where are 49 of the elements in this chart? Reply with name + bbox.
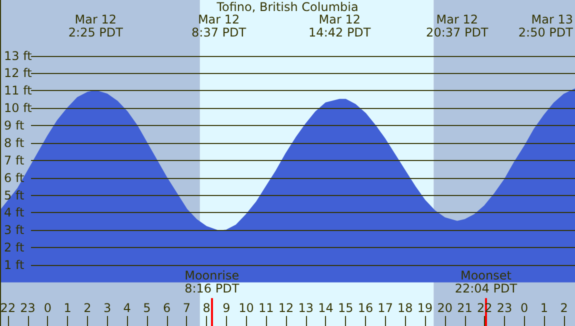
x-tick-label: 11 bbox=[258, 301, 274, 315]
y-tick-label: 9 ft bbox=[4, 118, 24, 133]
x-tick-label: 0 bbox=[520, 301, 528, 315]
y-tick-label: 12 ft bbox=[4, 66, 32, 80]
x-tick-label: 20 bbox=[437, 301, 453, 315]
x-tick-label: 1 bbox=[540, 301, 548, 315]
x-tick-label: 22 bbox=[0, 301, 16, 315]
annotation: Mar 13 2:50 PDT bbox=[518, 12, 574, 40]
x-tick-label: 18 bbox=[398, 301, 413, 315]
x-tick-label: 23 bbox=[496, 301, 512, 315]
ref-line-label: Moonset 22:04 PDT bbox=[454, 268, 518, 296]
x-tick-label: 17 bbox=[378, 301, 393, 315]
y-tick-label: 10 ft bbox=[4, 101, 32, 116]
x-tick-label: 16 bbox=[358, 301, 374, 315]
x-tick-label: 15 bbox=[338, 301, 354, 315]
y-tick-label: 6 ft bbox=[4, 170, 24, 185]
x-tick-label: 1 bbox=[64, 301, 72, 315]
x-tick-label: 5 bbox=[143, 301, 151, 315]
y-tick-label: 5 ft bbox=[4, 188, 24, 202]
annotation: Mar 12 2:25 PDT bbox=[68, 12, 124, 40]
annotation: Mar 12 14:42 PDT bbox=[308, 12, 372, 40]
x-tick-label: 12 bbox=[278, 301, 294, 315]
x-tick-label: 2 bbox=[84, 301, 92, 315]
annotation: Mar 12 8:37 PDT bbox=[192, 12, 247, 40]
y-tick-label: 13 ft bbox=[4, 48, 32, 63]
x-tick-label: 19 bbox=[417, 301, 433, 315]
x-tick-label: 21 bbox=[457, 301, 472, 315]
y-tick-label: 3 ft bbox=[4, 223, 24, 238]
y-tick-label: 2 ft bbox=[4, 240, 24, 255]
x-tick-label: 9 bbox=[222, 301, 230, 315]
y-tick-label: 8 ft bbox=[4, 136, 24, 150]
x-tick-label: 4 bbox=[123, 301, 131, 315]
x-tick-label: 14 bbox=[318, 301, 334, 315]
x-tick-label: 0 bbox=[44, 301, 52, 315]
chart-title: Tofino, British Columbia bbox=[216, 0, 358, 14]
x-tick-label: 23 bbox=[20, 301, 36, 315]
x-tick-label: 10 bbox=[238, 301, 254, 315]
x-tick-label: 6 bbox=[163, 301, 171, 315]
ref-line-label: Moonrise 8:16 PDT bbox=[184, 268, 240, 296]
y-tick-label: 1 ft bbox=[4, 258, 24, 272]
y-tick-label: 7 ft bbox=[4, 153, 24, 168]
x-tick-label: 2 bbox=[560, 301, 568, 315]
x-tick-label: 13 bbox=[298, 301, 314, 315]
y-tick-label: 4 ft bbox=[4, 206, 24, 220]
x-tick-label: 3 bbox=[103, 301, 112, 315]
x-tick-label: 7 bbox=[182, 301, 191, 315]
x-tick-label: 8 bbox=[202, 301, 210, 315]
y-tick-label: 11 ft bbox=[4, 84, 32, 98]
annotation: Mar 12 20:37 PDT bbox=[426, 12, 489, 40]
